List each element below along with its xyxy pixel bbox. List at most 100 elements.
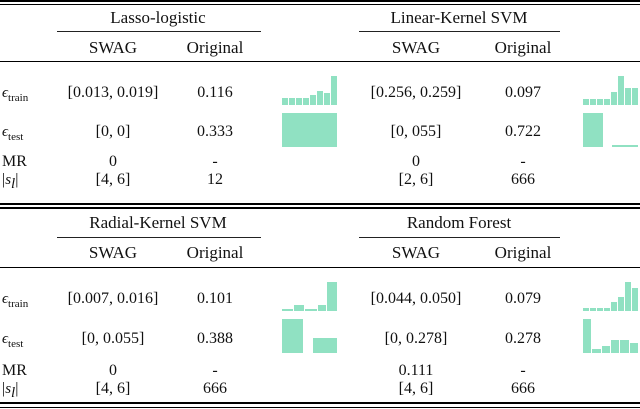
histogram-bar: [611, 302, 617, 311]
test-subscript: test: [8, 131, 24, 144]
bottom-rule-inner: [0, 406, 640, 408]
histogram-bar: [282, 113, 337, 147]
cell-linear-train-original: 0.097: [505, 84, 541, 101]
cell-radial-sl-swag: [4, 6]: [95, 380, 131, 397]
histogram-bar: [583, 319, 592, 353]
cell-rf-sl-original: 666: [511, 380, 535, 397]
column-header-original-linear: Original: [494, 38, 552, 57]
train-subscript: train: [8, 298, 29, 311]
cell-rf-mr-original: -: [520, 362, 526, 379]
cell-lasso-train-original: 0.116: [197, 84, 233, 101]
group-title-random-forest: Random Forest: [406, 213, 512, 232]
column-header-swag-lasso: SWAG: [88, 38, 138, 57]
cell-rf-mr-swag: 0.111: [398, 362, 434, 379]
histogram-lasso-train: [282, 76, 337, 105]
train-subscript: train: [8, 92, 29, 105]
histogram-bar: [625, 282, 631, 311]
column-header-original-radial: Original: [186, 243, 244, 262]
cell-radial-test-original: 0.388: [197, 330, 233, 347]
histogram-linear-train: [583, 76, 638, 105]
test-subscript: test: [8, 338, 24, 351]
epsilon-symbol: ϵ: [2, 124, 9, 140]
epsilon-symbol: ϵ: [2, 291, 9, 307]
sl-open-bar: |: [2, 171, 6, 188]
top-rule-outer: [0, 0, 640, 2]
cell-lasso-test-swag: [0, 0]: [95, 123, 131, 140]
histogram-bar: [331, 76, 337, 105]
histogram-bar: [317, 90, 323, 105]
histogram-bar: [618, 296, 624, 311]
lower-table-half: Radial-Kernel SVM Random Forest SWAG Ori…: [0, 205, 640, 409]
histogram-bar: [629, 343, 638, 353]
column-header-original-rf: Original: [494, 243, 552, 262]
cmidrule-lasso: [57, 31, 261, 32]
row-label-mr: MR: [2, 153, 27, 170]
header-rule-top-table: [0, 61, 640, 62]
histogram-bar: [583, 98, 589, 105]
cell-radial-train-original: 0.101: [197, 290, 233, 307]
cell-lasso-train-swag: [0.013, 0.019]: [67, 84, 159, 101]
histogram-bar: [296, 98, 302, 105]
histogram-lasso-test: [282, 113, 337, 147]
sl-subscript: l: [11, 385, 16, 402]
histogram-rf-test: [583, 319, 638, 353]
histogram-bar: [293, 305, 304, 311]
histogram-bar: [625, 88, 631, 105]
cell-rf-train-swag: [0.044, 0.050]: [370, 290, 462, 307]
cell-radial-train-swag: [0.007, 0.016]: [67, 290, 159, 307]
histogram-bar: [282, 308, 293, 311]
cell-lasso-sl-original: 12: [207, 171, 223, 188]
cell-lasso-sl-swag: [4, 6]: [95, 171, 131, 188]
histogram-bar: [324, 93, 330, 105]
cell-linear-test-swag: [0, 055]: [390, 123, 442, 140]
bottom-rule-outer: [0, 402, 640, 404]
histogram-bar: [597, 307, 603, 311]
histogram-bar: [597, 98, 603, 105]
cell-radial-mr-swag: 0: [109, 362, 117, 379]
histogram-bar: [310, 94, 316, 105]
row-label-mr: MR: [2, 362, 27, 379]
top-rule-inner: [0, 4, 640, 5]
histogram-bar: [590, 307, 596, 311]
cell-radial-mr-original: -: [212, 362, 218, 379]
row-label-epsilon-train: ϵtrain: [2, 289, 56, 314]
histogram-bar: [590, 98, 596, 105]
cell-linear-train-swag: [0.256, 0.259]: [370, 84, 462, 101]
sl-close-bar: |: [15, 380, 19, 397]
sl-open-bar: |: [2, 380, 6, 397]
histogram-bar: [282, 319, 304, 353]
upper-table-half: Lasso-logistic Linear-Kernel SVM SWAG Or…: [0, 0, 640, 204]
sl-letter: s: [5, 172, 12, 188]
histogram-bar: [620, 340, 629, 353]
header-rule-bottom-table: [0, 267, 640, 268]
sl-letter: s: [5, 381, 12, 397]
row-label-sl: |sl|: [2, 170, 56, 195]
cmidrule-random-forest: [359, 237, 560, 238]
histogram-bar: [604, 307, 610, 311]
histogram-bar: [305, 308, 317, 311]
histogram-bar: [303, 98, 309, 105]
histogram-bar: [618, 76, 624, 105]
cmidrule-radial-svm: [57, 237, 261, 238]
histogram-bar: [318, 304, 326, 311]
histogram-radial-test: [282, 319, 337, 353]
histogram-bar: [583, 113, 604, 147]
histogram-bar: [611, 144, 638, 147]
cell-linear-sl-swag: [2, 6]: [398, 171, 434, 188]
cell-rf-train-original: 0.079: [505, 290, 541, 307]
group-title-linear-svm: Linear-Kernel SVM: [390, 8, 528, 27]
mid-rule-upper: [0, 203, 640, 205]
cell-linear-sl-original: 666: [511, 171, 535, 188]
histogram-bar: [601, 345, 610, 353]
group-title-lasso: Lasso-logistic: [110, 8, 206, 27]
cmidrule-linear-svm: [359, 31, 560, 32]
histogram-linear-test: [583, 113, 638, 147]
histogram-bar: [282, 98, 288, 105]
mid-rule-lower: [0, 207, 640, 209]
column-header-swag-linear: SWAG: [391, 38, 441, 57]
histogram-bar: [592, 348, 601, 353]
cell-lasso-mr-original: -: [212, 153, 218, 170]
cell-radial-test-swag: [0, 0.055]: [81, 330, 145, 347]
cell-rf-test-original: 0.278: [505, 330, 541, 347]
